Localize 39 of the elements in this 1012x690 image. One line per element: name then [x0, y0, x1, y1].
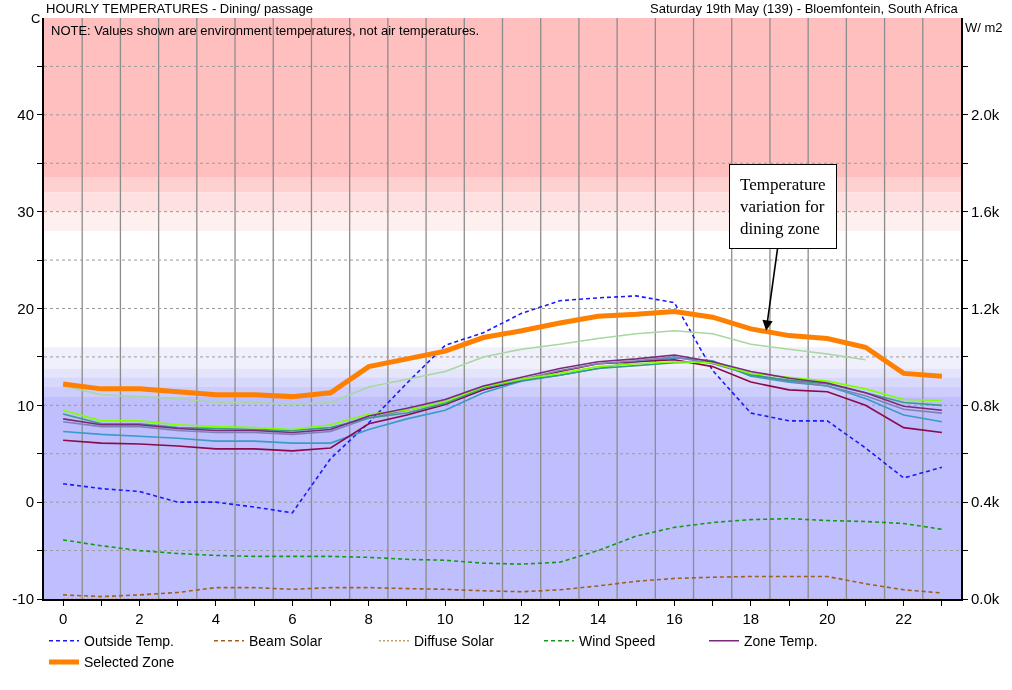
chart-title: HOURLY TEMPERATURES - Dining/ passage: [46, 1, 314, 16]
x-tick-label: 14: [589, 610, 607, 627]
line-series: [62, 295, 943, 514]
y-tick-label: 30: [17, 202, 34, 220]
x-tick-label: 12: [513, 610, 530, 627]
x-tick-label: 8: [364, 610, 373, 627]
y-axis-title: C: [31, 11, 41, 26]
x-tick-label: 16: [666, 610, 683, 627]
legend-label: Selected Zone: [84, 654, 175, 671]
annotation: Temperature variation for dining zone: [740, 175, 826, 239]
x-tick-label: 0: [58, 610, 68, 627]
line-series: [62, 575, 943, 598]
legend-label: Diffuse Solar: [414, 633, 495, 650]
y-tick-label: 10: [17, 396, 34, 414]
legend-label: Wind Speed: [579, 633, 656, 650]
chart-subtitle: Saturday 19th May (139) - Bloemfontein, South Africa: [650, 1, 959, 16]
x-tick-label: 20: [818, 610, 836, 627]
y-tick-label: 0: [25, 493, 34, 511]
legend-label: Zone Temp.: [744, 633, 818, 650]
y-tick-label: 20: [17, 299, 34, 317]
y-tick-label: -10: [12, 590, 34, 608]
y2-tick-label: 0.8k: [971, 396, 1000, 414]
y2-tick-label: 0.4k: [971, 493, 1000, 511]
legend-label: Outside Temp.: [84, 633, 175, 650]
x-tick-label: 6: [288, 610, 297, 627]
legend-label: Beam Solar: [249, 633, 323, 650]
x-tick-label: 2: [135, 610, 144, 627]
y2-axis-title: W/ m2: [965, 20, 1003, 35]
annotation: NOTE: Values shown are environment temperatures, not air temperatures.: [51, 23, 480, 38]
line-series: [62, 517, 943, 565]
x-tick-label: 22: [895, 610, 913, 627]
y2-tick-label: 0.0k: [971, 590, 1000, 608]
y2-tick-label: 1.2k: [971, 299, 1000, 317]
y-tick-label: 40: [17, 106, 34, 124]
x-tick-label: 18: [742, 610, 760, 627]
x-tick-label: 10: [436, 610, 454, 627]
x-tick-label: 4: [211, 610, 221, 627]
y2-tick-label: 2.0k: [971, 106, 1000, 124]
y2-tick-label: 1.6k: [971, 202, 1000, 220]
